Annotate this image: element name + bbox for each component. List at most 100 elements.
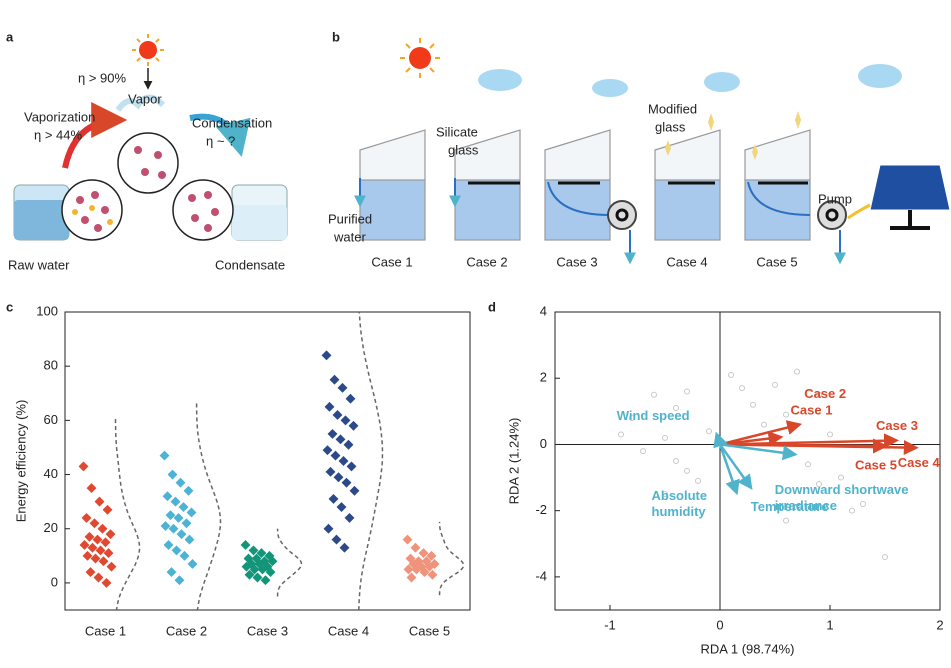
- data-point: [184, 534, 195, 545]
- data-point: [101, 577, 112, 588]
- x-tick-label: Case 2: [166, 623, 207, 638]
- solar-panel: [847, 164, 951, 230]
- arrow-label: Case 4: [898, 455, 941, 470]
- y-tick-label: 40: [44, 466, 58, 481]
- label: Condensation: [192, 115, 272, 130]
- data-point: [94, 496, 105, 507]
- data-point: [260, 575, 271, 586]
- plot-frame: [64, 311, 471, 611]
- density-curve: [114, 417, 141, 611]
- data-point: [249, 564, 260, 575]
- y-tick-label: 100: [36, 303, 58, 318]
- panel-label: b: [332, 29, 340, 44]
- data-point: [349, 485, 360, 496]
- y-tick-label: -4: [535, 568, 547, 583]
- data-point: [252, 572, 263, 583]
- y-tick-label: -2: [535, 502, 547, 517]
- panel-d: d -1 0 1 2 -4 -2 0 2 4 RDA 1 (98.74%) RDA 2 (1.24%)…: [488, 299, 944, 656]
- y-tick-label: 0: [540, 436, 547, 451]
- data-point: [345, 393, 356, 404]
- y-tick-label: 2: [540, 370, 547, 385]
- site-point: [772, 381, 778, 388]
- y-axis-label: RDA 2 (1.24%): [506, 418, 521, 505]
- data-point: [339, 542, 350, 553]
- arrow-label: Absolute: [652, 488, 708, 503]
- case-labels: Case 1 Case 2 Case 3 Case 4 Case 5: [371, 254, 797, 269]
- site-point: [794, 368, 800, 375]
- data-point: [160, 521, 171, 531]
- x-tick-label: -1: [604, 617, 616, 632]
- site-point: [662, 434, 668, 441]
- loading-arrow: [713, 431, 728, 449]
- data-point: [186, 507, 197, 518]
- data-point: [427, 569, 438, 580]
- data-point: [105, 529, 116, 540]
- data-point: [170, 496, 181, 507]
- arrow: [62, 102, 128, 169]
- arrow-label: Case 1: [791, 403, 833, 418]
- data-point: [92, 534, 103, 545]
- panel-label: a: [6, 29, 14, 44]
- data-point: [336, 502, 347, 513]
- case-label: Case 4: [666, 254, 707, 269]
- data-point: [100, 537, 111, 548]
- data-point: [176, 529, 187, 540]
- data-point: [178, 502, 189, 513]
- data-point: [86, 483, 97, 494]
- y-tick-label: 0: [51, 574, 58, 589]
- data-point: [248, 545, 259, 556]
- site-point: [783, 411, 789, 418]
- data-point: [187, 558, 198, 569]
- case-label: Case 1: [371, 254, 412, 269]
- data-point: [331, 534, 342, 545]
- site-point: [629, 414, 635, 421]
- y-tick-label: 4: [540, 303, 547, 318]
- panel-label: d: [488, 299, 496, 314]
- data-point: [84, 531, 95, 542]
- site-point: [805, 461, 811, 468]
- loading-arrow: [719, 443, 798, 461]
- site-point: [728, 371, 734, 378]
- site-point: [673, 458, 679, 464]
- data-point: [325, 466, 336, 477]
- data-point: [403, 564, 414, 575]
- sparkles: [665, 111, 801, 160]
- site-point: [783, 517, 789, 524]
- case-label: Case 3: [556, 254, 597, 269]
- label: Pump: [818, 191, 852, 206]
- label: glass: [448, 142, 479, 157]
- site-point: [849, 507, 855, 514]
- data-point: [256, 548, 267, 559]
- data-point: [90, 553, 101, 564]
- site-point: [739, 385, 745, 392]
- data-point: [89, 518, 100, 529]
- data-point: [93, 572, 104, 583]
- site-point: [662, 491, 668, 498]
- data-point: [333, 472, 344, 483]
- loading-arrow: [718, 444, 740, 496]
- label: Raw water: [8, 257, 70, 272]
- data-point: [406, 572, 417, 583]
- label: Condensate: [215, 257, 285, 272]
- density-curve: [276, 528, 303, 597]
- data-point: [87, 542, 98, 553]
- data-point: [174, 575, 185, 586]
- data-point: [332, 409, 343, 420]
- panel-a: a η > 90% Vapor Vaporization η > 44% Con…: [6, 29, 288, 272]
- molecule-circle: [172, 179, 234, 241]
- tanks: [359, 129, 811, 241]
- site-point: [706, 428, 712, 435]
- arrow-label: Downward shortwave: [775, 482, 909, 497]
- molecule-circle: [117, 132, 179, 194]
- data-point: [426, 550, 437, 561]
- data-point: [344, 512, 355, 523]
- label: η ~ ?: [206, 133, 235, 148]
- data-point: [165, 510, 176, 521]
- data-point: [166, 567, 177, 578]
- data-point: [81, 512, 92, 523]
- site-point: [684, 467, 690, 474]
- site-point: [684, 388, 690, 395]
- density-curve: [438, 521, 465, 596]
- panel-c: c 0 20 40 60 80 100 Energy efficiency (%) Case 1…: [6, 299, 471, 638]
